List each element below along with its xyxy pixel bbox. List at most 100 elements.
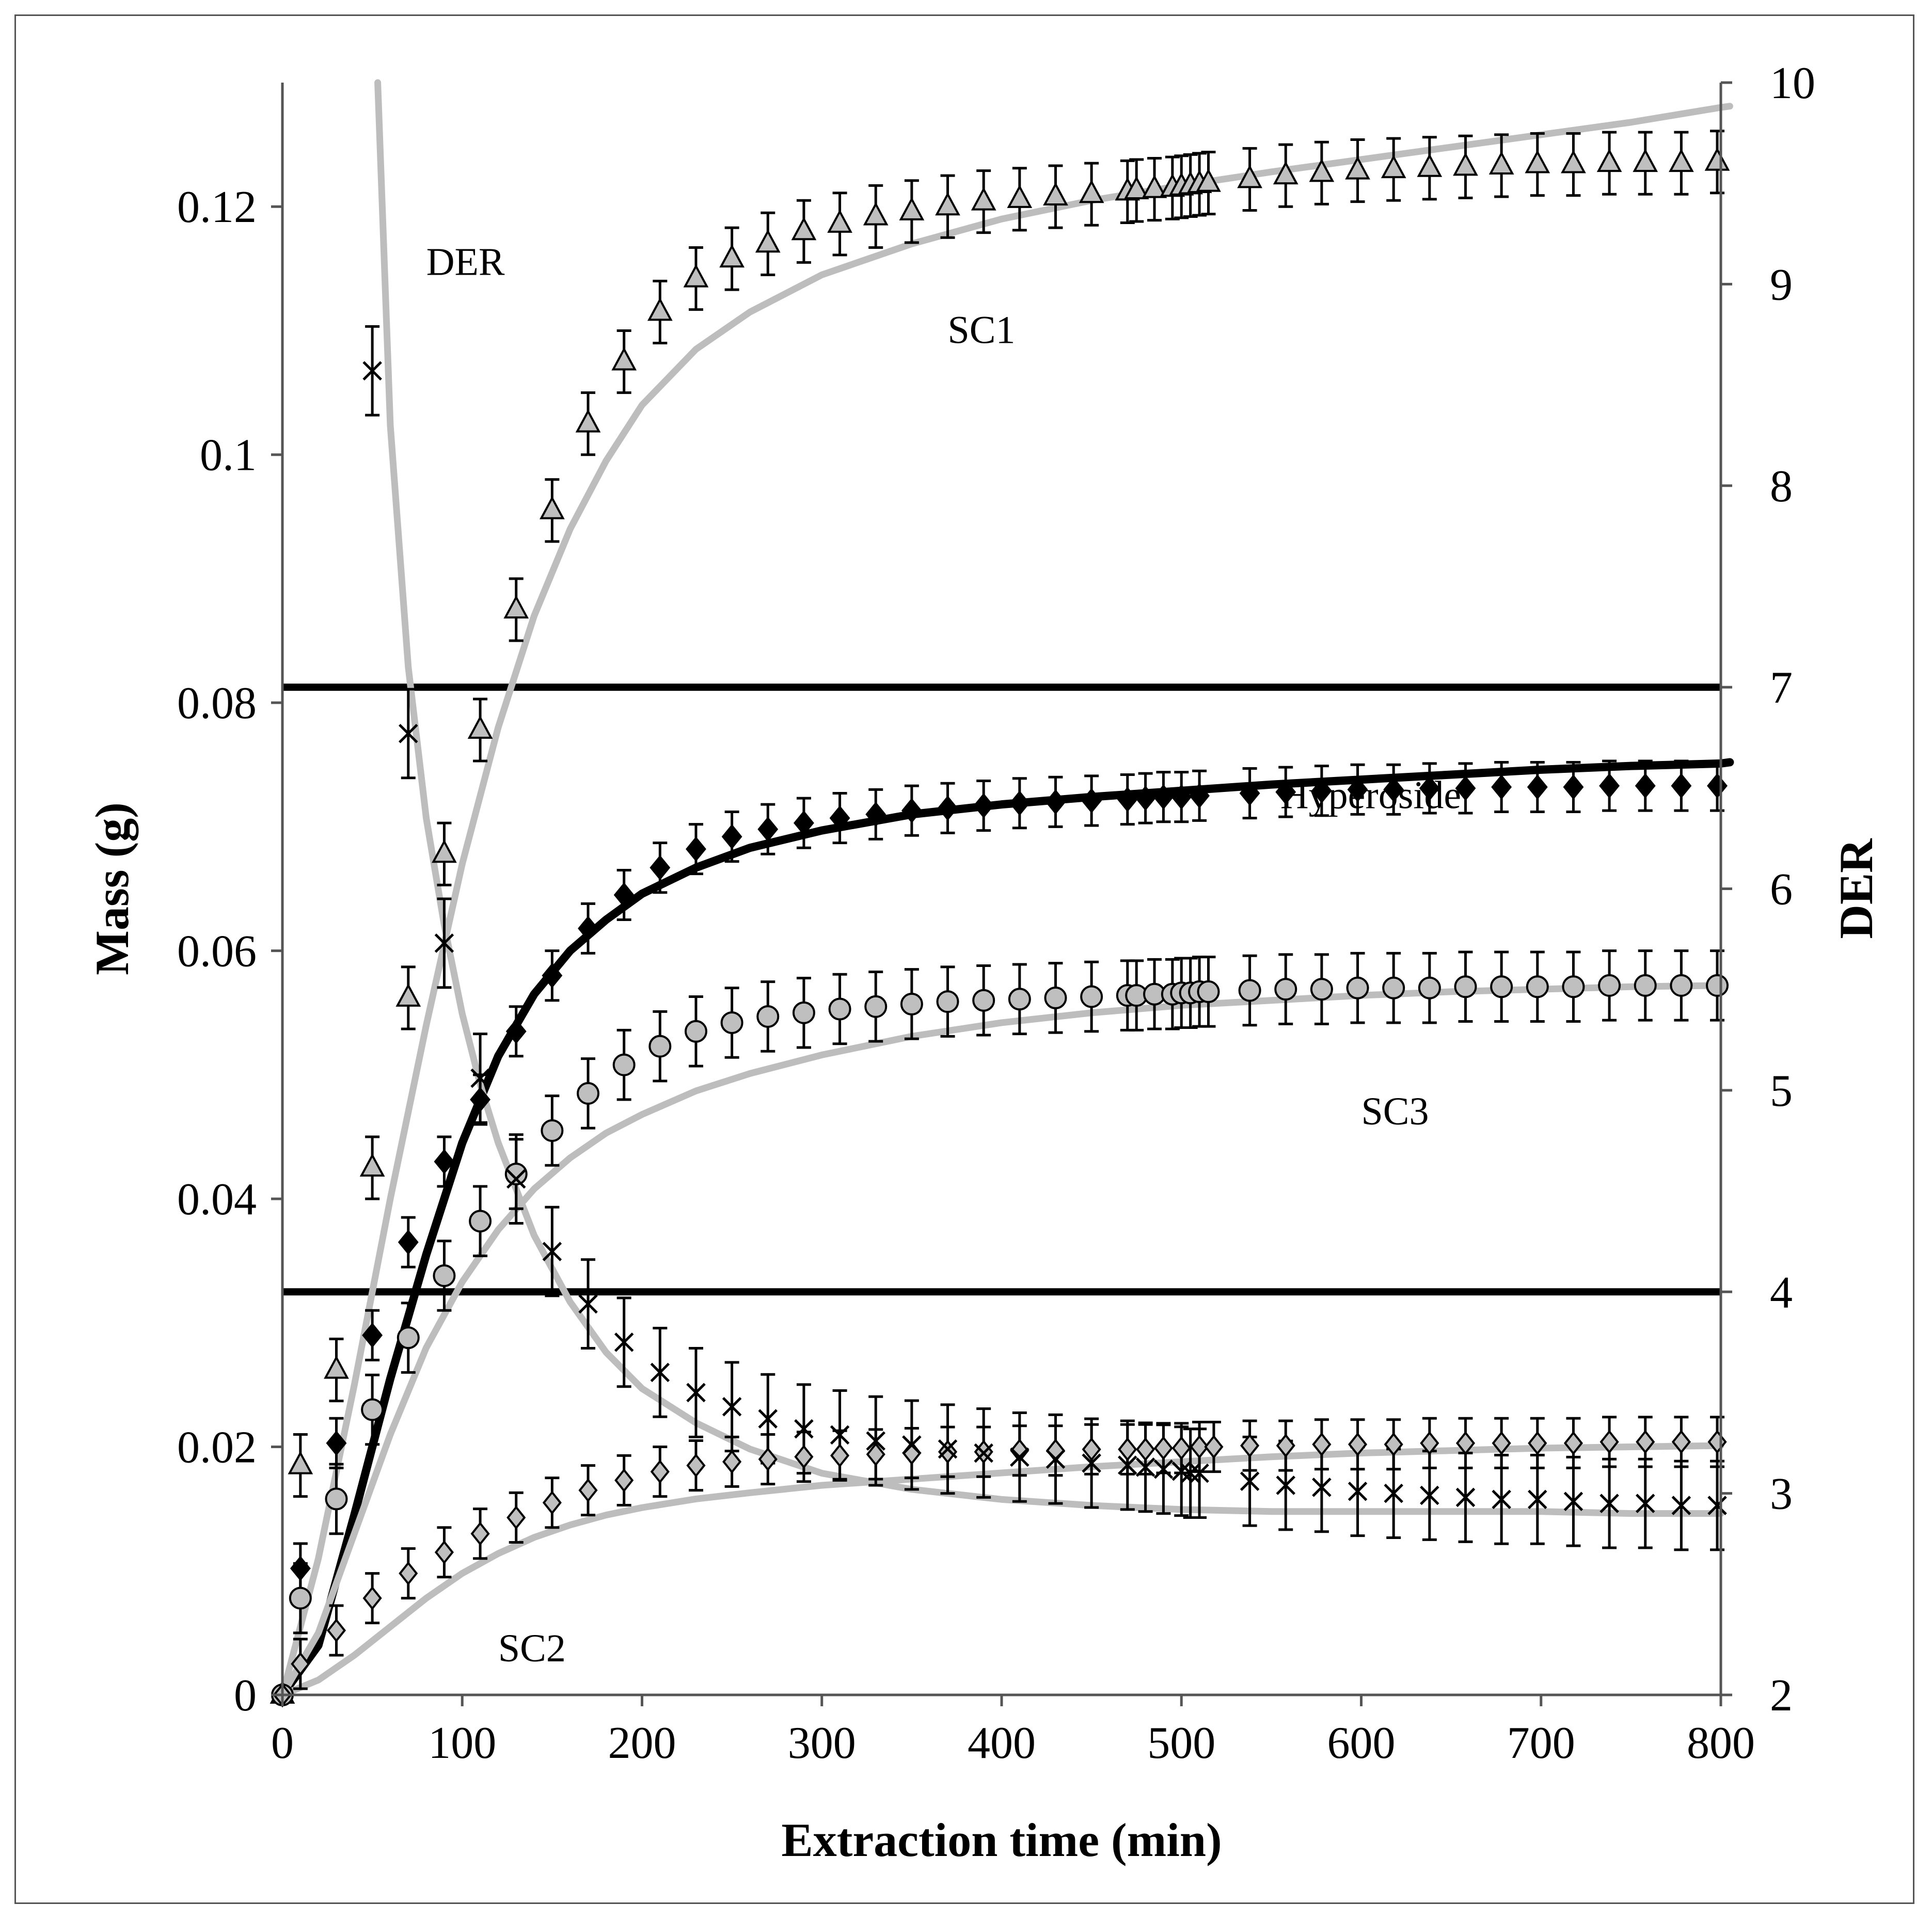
marker-sc3 <box>1634 974 1657 997</box>
marker-hyperoside <box>578 916 598 941</box>
marker-hyperoside <box>1347 776 1368 802</box>
marker-der <box>1671 1496 1691 1515</box>
marker-hyperoside <box>721 824 742 849</box>
annotation-hyperoside: Hyperoside <box>1280 773 1461 817</box>
marker-x-stroke <box>1312 1478 1332 1497</box>
x-tick-label: 400 <box>968 1718 1036 1768</box>
marker-sc2 <box>1312 1432 1332 1456</box>
marker-x-stroke <box>974 1443 993 1463</box>
marker-x-stroke <box>1010 1447 1030 1467</box>
marker-der <box>686 1383 706 1403</box>
marker-hyperoside <box>1563 774 1584 800</box>
marker-hyperoside <box>1383 776 1404 802</box>
marker-der <box>1707 1496 1727 1515</box>
y2-tick-label: 2 <box>1770 1671 1793 1721</box>
marker-der <box>1492 1489 1511 1510</box>
marker-x-stroke <box>1135 1457 1155 1477</box>
marker-der <box>974 1443 993 1463</box>
marker-sc3 <box>648 1035 672 1058</box>
marker-sc3 <box>1706 974 1729 997</box>
marker-sc3 <box>1238 979 1261 1002</box>
marker-sc2 <box>758 1447 778 1471</box>
marker-x-stroke <box>1420 1485 1439 1505</box>
marker-sc2 <box>794 1445 814 1469</box>
marker-sc2 <box>1010 1438 1030 1463</box>
marker-sc3 <box>469 1210 492 1233</box>
marker-sc2 <box>1348 1432 1368 1456</box>
x-tick-label: 600 <box>1327 1718 1396 1768</box>
y2-tick-label: 7 <box>1770 663 1793 713</box>
marker-sc1 <box>1345 156 1370 180</box>
marker-sc2 <box>1136 1437 1155 1462</box>
y2-tick-label: 6 <box>1770 865 1793 915</box>
marker-sc3 <box>1670 974 1693 997</box>
x-tick-label: 700 <box>1507 1718 1575 1768</box>
marker-der <box>1384 1483 1403 1503</box>
marker-sc3 <box>792 1001 815 1024</box>
marker-hyperoside <box>1045 789 1066 815</box>
fit-curve-sc3-fit <box>279 982 1724 1699</box>
annotation-der: DER <box>426 240 505 283</box>
marker-sc1 <box>791 217 817 241</box>
marker-der <box>866 1431 885 1451</box>
marker-x-stroke <box>830 1425 850 1445</box>
marker-der <box>1082 1453 1101 1473</box>
x-tick-label: 500 <box>1147 1718 1215 1768</box>
marker-sc1 <box>395 983 421 1007</box>
marker-sc3 <box>828 997 851 1021</box>
marker-x-stroke <box>1118 1455 1137 1475</box>
marker-sc2 <box>1240 1433 1260 1458</box>
marker-sc2 <box>291 1652 310 1676</box>
y-tick-label: 0.12 <box>177 182 257 232</box>
y-tick-label: 0 <box>234 1671 257 1721</box>
y-axis-title: Mass (g) <box>86 802 138 975</box>
marker-sc2 <box>1171 1436 1191 1461</box>
annotation-sc2: SC2 <box>498 1627 566 1670</box>
marker-hyperoside <box>1527 774 1548 800</box>
marker-x-stroke <box>1276 1475 1296 1495</box>
marker-x-stroke <box>1240 1471 1260 1491</box>
marker-x-stroke <box>1153 1459 1174 1479</box>
marker-x-stroke <box>902 1435 922 1455</box>
marker-sc1 <box>467 715 493 739</box>
marker-sc3 <box>1562 975 1585 998</box>
marker-der <box>1046 1449 1066 1469</box>
marker-sc2 <box>1707 1430 1727 1454</box>
marker-x-stroke <box>758 1409 778 1429</box>
marker-hyperoside <box>1707 773 1728 799</box>
marker-sc1 <box>503 595 529 618</box>
marker-hyperoside <box>542 963 563 989</box>
y-tick-label: 0.08 <box>177 678 257 728</box>
marker-sc1 <box>1273 161 1298 185</box>
marker-sc3 <box>612 1053 636 1076</box>
marker-der <box>542 1242 562 1261</box>
marker-sc3 <box>756 1005 780 1028</box>
marker-x-stroke <box>434 933 454 953</box>
x-tick-label: 100 <box>428 1718 496 1768</box>
marker-sc2 <box>1384 1432 1403 1456</box>
marker-sc1 <box>1079 179 1104 203</box>
marker-x-stroke <box>1528 1489 1547 1510</box>
marker-sc1 <box>1196 168 1221 192</box>
marker-hyperoside <box>470 1087 491 1113</box>
marker-sc1 <box>899 197 925 220</box>
marker-hyperoside <box>973 793 994 818</box>
marker-der <box>650 1362 670 1383</box>
marker-hyperoside <box>1009 790 1030 816</box>
marker-sc3 <box>1044 986 1067 1009</box>
marker-der <box>470 1068 490 1088</box>
marker-der <box>1153 1459 1174 1479</box>
marker-sc2 <box>1420 1431 1439 1455</box>
marker-sc1 <box>827 209 852 233</box>
y2-tick-label: 8 <box>1770 462 1793 512</box>
marker-sc2 <box>506 1505 526 1530</box>
marker-hyperoside <box>650 855 671 881</box>
marker-hyperoside <box>793 810 814 836</box>
marker-sc1 <box>863 202 889 226</box>
marker-der <box>362 361 382 381</box>
marker-sc2 <box>362 1586 382 1610</box>
marker-der <box>1276 1475 1296 1495</box>
marker-der <box>1563 1491 1583 1512</box>
marker-sc2 <box>1082 1437 1101 1462</box>
